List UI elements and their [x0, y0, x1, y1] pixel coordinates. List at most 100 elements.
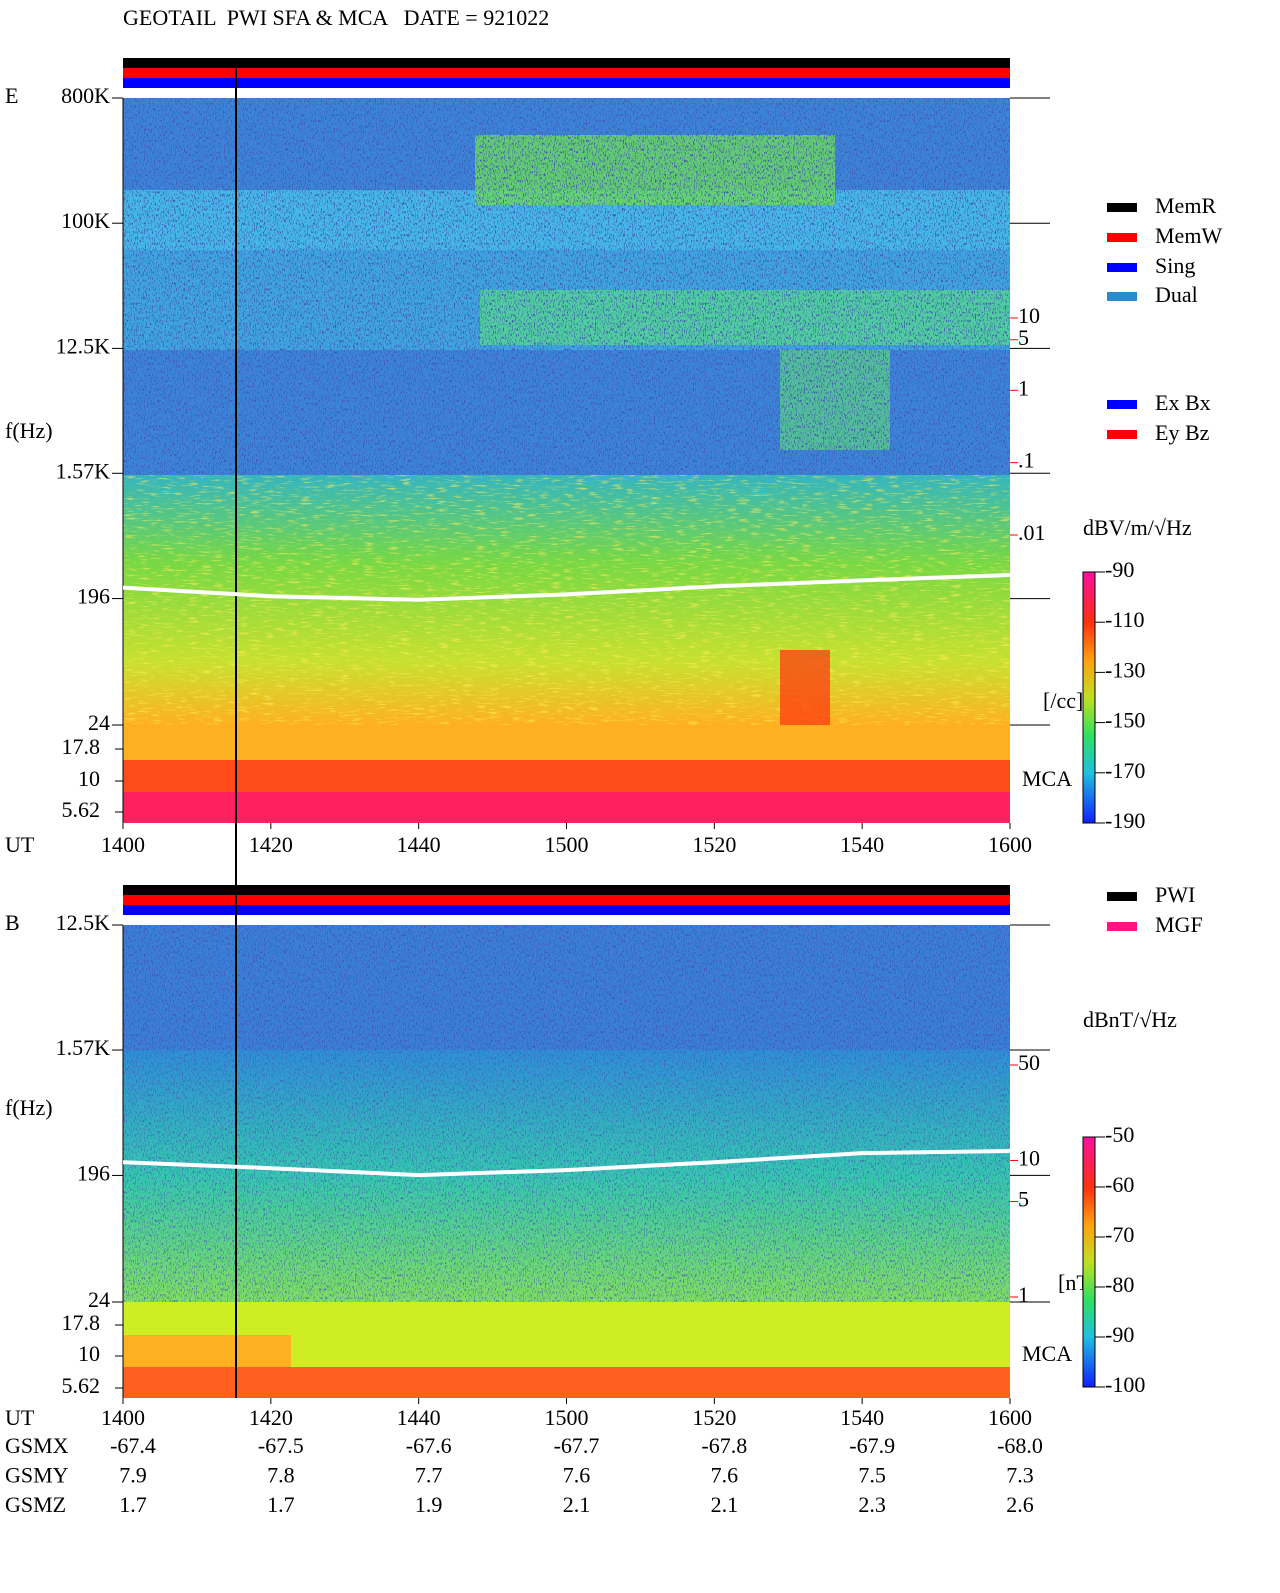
colorbar	[1082, 1136, 1096, 1388]
orbit-value: -67.8	[701, 1433, 747, 1458]
orbit-value: 2.6	[1006, 1492, 1034, 1517]
x-tick-label: 1400	[101, 832, 145, 857]
orbit-value: -67.4	[110, 1433, 156, 1458]
legend-swatch	[1107, 203, 1137, 212]
colorbar-tick-label: -100	[1105, 1372, 1145, 1397]
y-tick-label: 12.5K	[56, 910, 111, 935]
orbit-value: 7.3	[1006, 1463, 1034, 1488]
orbit-name: GSMX	[5, 1433, 69, 1458]
colorbar-tick-label: -90	[1105, 557, 1134, 582]
x-tick-label: 1600	[988, 1405, 1032, 1430]
title: GEOTAIL PWI SFA & MCA DATE = 921022	[123, 5, 549, 30]
legend-swatch	[1107, 892, 1137, 901]
y2-tick-label: 1	[1018, 1282, 1029, 1307]
legend-swatch	[1107, 430, 1137, 439]
y2-tick-label: 5	[1018, 1187, 1029, 1212]
mca-label: MCA	[1022, 766, 1072, 791]
mca-label: MCA	[1022, 1341, 1072, 1366]
orbit-value: -67.6	[406, 1433, 452, 1458]
orbit-name: GSMZ	[5, 1492, 66, 1517]
x-tick-label: 1600	[988, 832, 1032, 857]
orbit-value: 7.5	[858, 1463, 886, 1488]
orbit-value: 1.7	[119, 1492, 147, 1517]
x-tick-label: 1420	[249, 1405, 293, 1430]
legend-swatch	[1107, 292, 1137, 301]
colorbar	[1082, 571, 1096, 824]
e-spectrogram	[123, 58, 1010, 823]
y-tick-label: 196	[77, 1160, 110, 1185]
legend-swatch	[1107, 233, 1137, 242]
orbit-value: -68.0	[997, 1433, 1043, 1458]
panel-label: B	[5, 910, 20, 935]
orbit-value: 7.7	[415, 1463, 443, 1488]
orbit-value: 1.9	[415, 1492, 443, 1517]
legend-label: Ex Bx	[1155, 390, 1211, 415]
colorbar-tick-label: -50	[1105, 1122, 1134, 1147]
mca-tick-label: 17.8	[62, 734, 101, 759]
colorbar-label: dBnT/√Hz	[1083, 1007, 1177, 1032]
orbit-value: 1.7	[267, 1492, 295, 1517]
y2-axis-label: [/cc]	[1043, 688, 1083, 713]
orbit-value: 7.9	[119, 1463, 147, 1488]
colorbar-label: dBV/m/√Hz	[1083, 515, 1192, 540]
colorbar-tick-label: -110	[1105, 607, 1145, 632]
x-tick-label: 1440	[397, 1405, 441, 1430]
x-tick-label: 1500	[545, 1405, 589, 1430]
y-tick-label: 24	[88, 710, 110, 735]
x-tick-label: 1540	[840, 1405, 884, 1430]
y2-tick-label: 1	[1018, 375, 1029, 400]
trace-line	[122, 1149, 1011, 1178]
orbit-value: 2.1	[711, 1492, 739, 1517]
legend-label: MemW	[1155, 223, 1222, 248]
x-tick-label: 1520	[692, 832, 736, 857]
y-tick-label: 196	[77, 584, 110, 609]
colorbar-tick-label: -190	[1105, 808, 1145, 833]
y2-tick-label: .1	[1018, 448, 1035, 473]
b-spectrogram	[123, 885, 1010, 1398]
colorbar-tick-label: -90	[1105, 1322, 1134, 1347]
x-tick-label: 1420	[249, 832, 293, 857]
orbit-value: 2.3	[858, 1492, 886, 1517]
mca-tick-label: 10	[78, 766, 100, 791]
mca-tick-label: 17.8	[62, 1310, 101, 1335]
y-tick-label: 1.57K	[56, 458, 111, 483]
x-tick-label: 1520	[692, 1405, 736, 1430]
legend-swatch	[1107, 263, 1137, 272]
x-tick-label: 1400	[101, 1405, 145, 1430]
orbit-value: -67.5	[258, 1433, 304, 1458]
y2-tick-label: 5	[1018, 325, 1029, 350]
colorbar-tick-label: -60	[1105, 1172, 1134, 1197]
legend-label: MGF	[1155, 912, 1203, 937]
legend-label: Sing	[1155, 253, 1195, 278]
y-tick-label: 100K	[61, 208, 110, 233]
y-tick-label: 800K	[61, 83, 110, 108]
y-tick-label: 1.57K	[56, 1035, 111, 1060]
x-tick-label: 1540	[840, 832, 884, 857]
y-axis-label: f(Hz)	[5, 1095, 53, 1120]
colorbar-tick-label: -70	[1105, 1222, 1134, 1247]
legend-label: Ey Bz	[1155, 420, 1210, 445]
legend-swatch	[1107, 922, 1137, 931]
mca-tick-label: 5.62	[62, 1373, 101, 1398]
x-tick-label: 1500	[545, 832, 589, 857]
orbit-value: -67.9	[849, 1433, 895, 1458]
legend-label: Dual	[1155, 282, 1198, 307]
orbit-value: -67.7	[554, 1433, 600, 1458]
y-tick-label: 24	[88, 1287, 110, 1312]
y-axis-label: f(Hz)	[5, 418, 53, 443]
y2-tick-label: 50	[1018, 1050, 1040, 1075]
x-axis-label: UT	[5, 1405, 35, 1430]
orbit-value: 2.1	[563, 1492, 591, 1517]
mca-tick-label: 5.62	[62, 797, 101, 822]
y2-tick-label: 10	[1018, 1145, 1040, 1170]
x-axis-label: UT	[5, 832, 35, 857]
y-tick-label: 12.5K	[56, 333, 111, 358]
y2-tick-label: 10	[1018, 303, 1040, 328]
x-tick-label: 1440	[397, 832, 441, 857]
y2-tick-label: .01	[1018, 520, 1046, 545]
orbit-value: 7.6	[563, 1463, 591, 1488]
colorbar-tick-label: -130	[1105, 657, 1145, 682]
colorbar-tick-label: -170	[1105, 758, 1145, 783]
orbit-value: 7.8	[267, 1463, 295, 1488]
